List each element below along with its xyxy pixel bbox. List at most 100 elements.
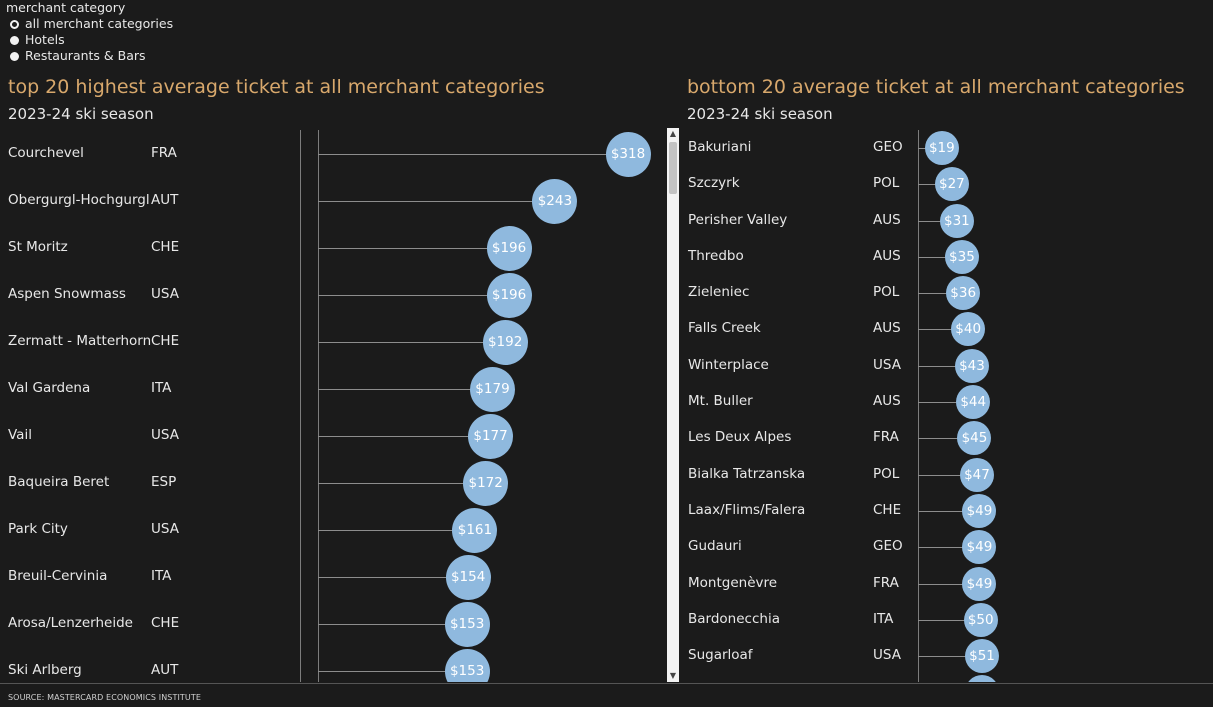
value-dot[interactable]: $179: [469, 366, 515, 412]
resort-name-label: Winterplace: [688, 356, 769, 373]
left-dot-plot[interactable]: Courchevel FRA $318 Obergurgl-Hochgurgl AUT $…: [0, 130, 666, 682]
country-code-label: CHE: [151, 615, 180, 631]
chart-row[interactable]: Bardonecchia ITA $50: [683, 602, 1213, 638]
value-axis-line: [318, 130, 319, 682]
value-dot[interactable]: $27: [934, 167, 969, 202]
value-dot[interactable]: $177: [468, 413, 514, 459]
lollipop-stem: [918, 583, 980, 585]
chart-row[interactable]: Les Deux Alpes FRA $45: [683, 420, 1213, 456]
chart-row[interactable]: Val Gardena ITA $179: [0, 366, 666, 413]
chart-row[interactable]: Thredbo AUS $35: [683, 239, 1213, 275]
chart-row[interactable]: Gudauri GEO $49: [683, 529, 1213, 565]
resort-name-label: Bardonecchia: [688, 610, 780, 627]
country-code-label: AUS: [873, 393, 901, 410]
chart-row[interactable]: Le Grand MassifFRA: [683, 674, 1213, 682]
chart-row[interactable]: Bialka Tatrzanska POL $47: [683, 457, 1213, 493]
filter-option-restaurants[interactable]: Restaurants & Bars: [10, 48, 173, 64]
chart-row[interactable]: Ski Arlberg AUT $153: [0, 648, 666, 682]
lollipop-stem: [918, 474, 977, 476]
filter-option-all[interactable]: all merchant categories: [10, 16, 173, 32]
country-code-label: GEO: [873, 538, 903, 555]
chart-row[interactable]: Laax/Flims/Falera CHE $49: [683, 493, 1213, 529]
filter-option-hotels[interactable]: Hotels: [10, 32, 173, 48]
value-dot[interactable]: $43: [954, 348, 989, 383]
value-dot[interactable]: $172: [463, 460, 509, 506]
filter-option-label: Restaurants & Bars: [25, 48, 146, 63]
value-dot[interactable]: $35: [944, 239, 979, 274]
lollipop-stem: [918, 256, 962, 258]
resort-name-label: Les Deux Alpes: [688, 429, 792, 446]
value-dot[interactable]: $40: [951, 312, 986, 347]
resort-name-label: Park City: [8, 521, 68, 537]
chart-row[interactable]: Perisher Valley AUS $31: [683, 202, 1213, 238]
lollipop-stem: [318, 671, 468, 672]
chart-row[interactable]: Vail USA $177: [0, 413, 666, 460]
resort-name-label: Aspen Snowmass: [8, 286, 126, 302]
chart-row[interactable]: Szczyrk POL $27: [683, 166, 1213, 202]
left-chart-title: top 20 highest average ticket at all mer…: [8, 76, 545, 98]
value-dot[interactable]: $51: [965, 639, 999, 674]
chart-row[interactable]: Montgenèvre FRA $49: [683, 565, 1213, 601]
value-dot[interactable]: $196: [486, 272, 532, 318]
lollipop-stem: [918, 220, 957, 222]
radio-selected-icon[interactable]: [10, 19, 19, 29]
radio-icon[interactable]: [10, 35, 19, 45]
chart-row[interactable]: Falls Creek AUS $40: [683, 311, 1213, 347]
scrollbar-thumb[interactable]: [669, 142, 677, 194]
country-code-label: USA: [873, 356, 901, 373]
lollipop-stem: [318, 530, 475, 531]
chart-row[interactable]: Arosa/Lenzerheide CHE $153: [0, 601, 666, 648]
value-dot[interactable]: $318: [605, 131, 651, 177]
value-dot[interactable]: $49: [962, 566, 997, 601]
country-code-label: AUS: [873, 320, 901, 337]
chart-row[interactable]: Sugarloaf USA $51: [683, 638, 1213, 674]
chart-row[interactable]: Zieleniec POL $36: [683, 275, 1213, 311]
value-dot[interactable]: [965, 675, 999, 682]
value-dot[interactable]: $47: [959, 457, 994, 492]
resort-name-label: Perisher Valley: [688, 211, 788, 228]
radio-icon[interactable]: [10, 51, 19, 61]
chart-row[interactable]: Obergurgl-Hochgurgl AUT $243: [0, 178, 666, 225]
merchant-category-filter: merchant category all merchant categorie…: [6, 0, 173, 64]
value-dot[interactable]: $243: [532, 178, 578, 224]
country-code-label: AUS: [873, 211, 901, 228]
left-chart-subtitle: 2023-24 ski season: [8, 105, 154, 123]
value-dot[interactable]: $49: [962, 493, 997, 528]
scroll-up-icon[interactable]: ▲: [669, 129, 677, 138]
value-dot[interactable]: $153: [444, 648, 490, 682]
resort-name-label: Gudauri: [688, 538, 742, 555]
value-dot[interactable]: $19: [924, 131, 959, 165]
value-dot[interactable]: $44: [956, 385, 991, 420]
scroll-down-icon[interactable]: ▼: [669, 671, 677, 680]
value-dot[interactable]: $36: [946, 276, 981, 311]
chart-row[interactable]: Baqueira Beret ESP $172: [0, 460, 666, 507]
chart-row[interactable]: Mt. Buller AUS $44: [683, 384, 1213, 420]
chart-row[interactable]: Zermatt - Matterhorn CHE $192: [0, 319, 666, 366]
left-divider-line: [300, 130, 301, 682]
value-dot[interactable]: $192: [482, 319, 528, 365]
chart-row[interactable]: Breuil-Cervinia ITA $154: [0, 554, 666, 601]
left-panel-scrollbar[interactable]: ▲ ▼: [667, 128, 679, 682]
value-dot[interactable]: $153: [444, 601, 490, 647]
value-dot[interactable]: $50: [963, 602, 998, 637]
chart-row[interactable]: Winterplace USA $43: [683, 348, 1213, 384]
country-code-label: POL: [873, 175, 900, 192]
country-code-label: CHE: [151, 239, 180, 255]
country-code-label: USA: [151, 427, 179, 443]
country-code-label: AUT: [151, 662, 179, 678]
lollipop-stem: [918, 365, 972, 367]
value-dot[interactable]: $31: [939, 203, 974, 238]
chart-row[interactable]: Park City USA $161: [0, 507, 666, 554]
chart-row[interactable]: Bakuriani GEO $19: [683, 130, 1213, 166]
chart-row[interactable]: Aspen Snowmass USA $196: [0, 272, 666, 319]
value-dot[interactable]: $154: [445, 554, 491, 600]
value-dot[interactable]: $49: [962, 530, 997, 565]
value-dot[interactable]: $161: [452, 507, 498, 553]
value-dot[interactable]: $45: [957, 421, 992, 456]
value-dot[interactable]: $196: [486, 225, 532, 271]
right-dot-plot[interactable]: Bakuriani GEO $19 Szczyrk POL $27 Perisher Val…: [683, 130, 1213, 682]
resort-name-label: Zieleniec: [688, 284, 750, 301]
lollipop-stem: [918, 438, 975, 440]
chart-row[interactable]: St Moritz CHE $196: [0, 225, 666, 272]
chart-row[interactable]: Courchevel FRA $318: [0, 131, 666, 178]
